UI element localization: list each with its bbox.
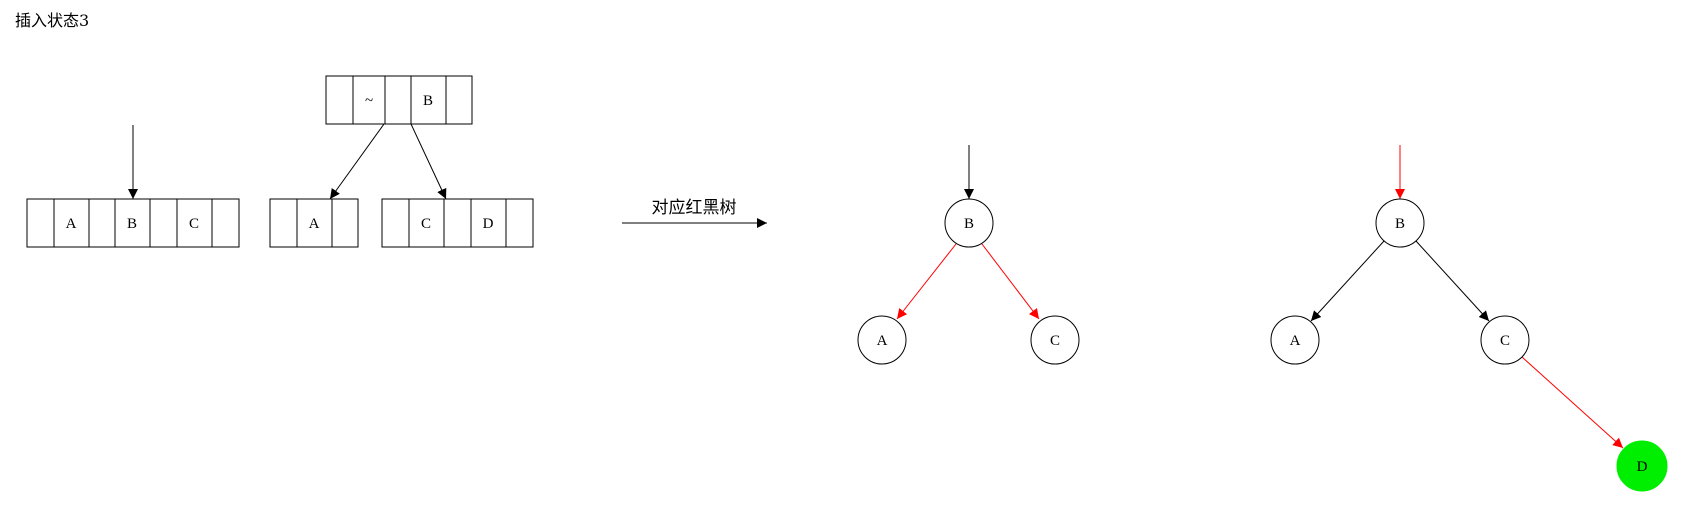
rbtree2-node-label: A [1290, 333, 1301, 349]
btree-edge-to-a [329, 123, 385, 200]
btree-node-cd: C D [381, 198, 534, 248]
rbtree2-node-root [1375, 198, 1425, 248]
btree-key: ~ [365, 93, 373, 109]
btree-key: B [423, 93, 433, 109]
rbtree1-node-label: C [1050, 333, 1060, 349]
btree-edge-to-cd [410, 123, 447, 200]
btree-node-a: A [269, 198, 359, 248]
rbtree2-node-label: D [1637, 459, 1648, 475]
rbtree1-edge-to-left [896, 243, 957, 320]
rbtree2-edge-to-new [1521, 356, 1624, 449]
rbtree1-node-label: B [964, 216, 974, 232]
rbtree2-edge-to-right [1415, 240, 1490, 322]
btree-key: C [189, 216, 199, 232]
rbtree2-edge-to-left [1310, 240, 1385, 322]
btree-key: D [483, 216, 494, 232]
rbtree1-node-left [857, 315, 907, 365]
rbtree1-node-label: A [877, 333, 888, 349]
rbtree2-node-new [1616, 440, 1668, 492]
btree-key: A [309, 216, 320, 232]
page-title: 插入状态3 [15, 11, 90, 30]
btree-node-abc: A B C [26, 198, 240, 248]
btree-node-root: ~ B [325, 75, 473, 125]
rbtree1-node-right [1030, 315, 1080, 365]
rbtree2-node-right [1480, 315, 1530, 365]
rbtree1-edge-to-right [981, 243, 1040, 320]
rbtree2-node-label: B [1395, 216, 1405, 232]
rbtree2-node-left [1270, 315, 1320, 365]
btree-key: A [66, 216, 77, 232]
rbtree2-node-label: C [1500, 333, 1510, 349]
btree-key: C [421, 216, 431, 232]
transition-label: 对应红黑树 [652, 198, 737, 217]
rbtree1-node-root [944, 198, 994, 248]
btree-key: B [127, 216, 137, 232]
